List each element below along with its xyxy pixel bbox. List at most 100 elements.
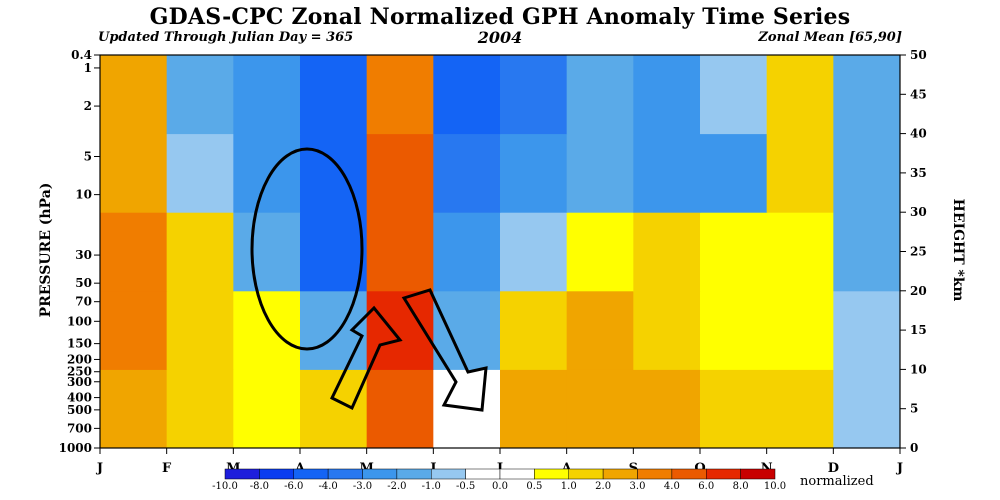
pressure-tick-label: 150 — [67, 337, 92, 351]
heatmap-cell — [100, 212, 168, 292]
colorbar-swatch — [224, 468, 260, 480]
heatmap-cell — [100, 290, 168, 370]
heatmap-cell — [433, 55, 501, 135]
heatmap-cell — [433, 212, 501, 292]
colorbar-swatch — [499, 468, 535, 480]
heatmap-cell — [366, 212, 434, 292]
annotation-ellipse — [250, 147, 364, 351]
pressure-tick-label: 500 — [67, 403, 92, 417]
heatmap-cell — [366, 133, 434, 213]
month-tick-label: S — [629, 461, 638, 476]
heatmap-cell — [700, 55, 768, 135]
pressure-tick-label: 0.4 — [71, 48, 92, 62]
heatmap-cell — [633, 212, 701, 292]
height-tick-label: 15 — [910, 323, 927, 337]
colorbar-swatch — [671, 468, 707, 480]
heatmap-cell — [633, 55, 701, 135]
colorbar-tick-label: -10.0 — [212, 481, 238, 492]
height-tick-label: 5 — [910, 402, 918, 416]
colorbar-tick-label: 1.0 — [561, 481, 577, 492]
month-tick-label: J — [96, 461, 103, 476]
heatmap-cell — [300, 369, 368, 449]
colorbar-tick-label: 2.0 — [595, 481, 611, 492]
pressure-tick-label: 2 — [84, 99, 92, 113]
pressure-tick-label: 10 — [75, 188, 92, 202]
colorbar-tick-label: -4.0 — [318, 481, 337, 492]
heatmap-cell — [100, 369, 168, 449]
heatmap-cell — [833, 369, 901, 449]
pressure-tick-label: 200 — [67, 352, 92, 366]
annotation-arrow-down — [401, 288, 488, 412]
colorbar-tick-label: 3.0 — [630, 481, 646, 492]
colorbar-tick-label: -2.0 — [387, 481, 406, 492]
colorbar-swatch — [431, 468, 466, 480]
chart-subtitle-year: 2004 — [477, 28, 523, 47]
heatmap-cell — [500, 290, 568, 370]
heatmap-cell — [766, 369, 834, 449]
height-tick-label: 45 — [910, 87, 927, 101]
pressure-tick-label: 250 — [67, 365, 92, 379]
colorbar-unit-label: normalized — [800, 474, 874, 489]
heatmap-cell — [500, 212, 568, 292]
height-tick-label: 40 — [910, 127, 927, 141]
heatmap-cell — [700, 369, 768, 449]
heatmap-cell — [100, 55, 168, 135]
colorbar-tick-label: 8.0 — [733, 481, 749, 492]
heatmap-cell — [566, 55, 634, 135]
heatmap-cell — [433, 133, 501, 213]
colorbar-tick-label: 0.0 — [492, 481, 508, 492]
pressure-tick-label: 50 — [75, 276, 92, 290]
heatmap-cell — [166, 290, 234, 370]
heatmap-cell — [166, 369, 234, 449]
heatmap-cell — [566, 133, 634, 213]
chart-subtitle-right: Zonal Mean [65,90] — [758, 30, 902, 45]
heatmap-cell — [833, 133, 901, 213]
heatmap-cell — [300, 55, 368, 135]
colorbar-swatch — [396, 468, 432, 480]
heatmap-cell — [766, 133, 834, 213]
heatmap-cell — [633, 133, 701, 213]
colorbar-tick-label: -0.5 — [456, 481, 475, 492]
height-tick-label: 0 — [910, 441, 918, 455]
heatmap-cell — [366, 369, 434, 449]
heatmap-cell — [233, 55, 301, 135]
heatmap-cell — [300, 133, 368, 213]
month-tick-label: J — [429, 461, 436, 476]
heatmap-cell — [500, 133, 568, 213]
colorbar-tick-label: -6.0 — [284, 481, 303, 492]
heatmap-cell — [100, 133, 168, 213]
heatmap-cell — [366, 55, 434, 135]
pressure-tick-label: 400 — [67, 391, 92, 405]
pressure-tick-label: 700 — [67, 421, 92, 435]
colorbar-tick-label: -8.0 — [250, 481, 269, 492]
pressure-tick-label: 5 — [84, 149, 92, 163]
month-tick-label: J — [496, 461, 503, 476]
colorbar-swatch — [259, 468, 294, 480]
month-tick-label: O — [694, 461, 705, 476]
colorbar-swatch — [740, 468, 776, 480]
colorbar-swatch — [465, 468, 501, 480]
month-tick-label: J — [896, 461, 903, 476]
heatmap-cell — [166, 212, 234, 292]
heatmap-cell — [433, 290, 501, 370]
heatmap-cell — [300, 212, 368, 292]
heatmap-cell — [700, 212, 768, 292]
heatmap-cell — [566, 212, 634, 292]
colorbar-swatch — [706, 468, 741, 480]
heatmap-cell — [833, 290, 901, 370]
heatmap-cell — [633, 369, 701, 449]
heatmap-cell — [833, 55, 901, 135]
colorbar-swatch — [293, 468, 329, 480]
colorbar-tick-label: 4.0 — [664, 481, 680, 492]
pressure-tick-label: 300 — [67, 375, 92, 389]
heatmap-cell — [500, 369, 568, 449]
colorbar-tick-label: 0.5 — [526, 481, 542, 492]
heatmap-cell — [500, 55, 568, 135]
heatmap-cell — [233, 290, 301, 370]
colorbar-swatch — [327, 468, 363, 480]
colorbar-swatch — [534, 468, 569, 480]
heatmap-cell — [766, 55, 834, 135]
heatmap-cell — [766, 290, 834, 370]
heatmap-cell — [166, 133, 234, 213]
